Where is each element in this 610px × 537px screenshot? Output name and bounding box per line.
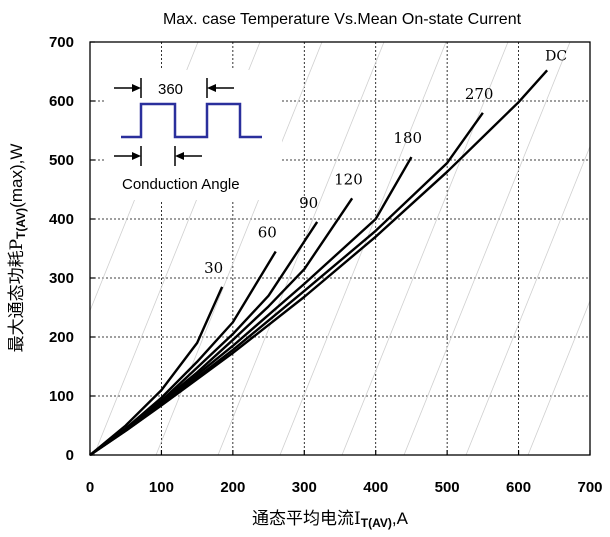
y-tick-label: 200 <box>49 329 74 346</box>
series-line-90 <box>89 221 319 456</box>
chart-title: Max. case Temperature Vs.Mean On-state C… <box>163 11 522 28</box>
y-tick-label: 300 <box>49 270 74 287</box>
x-axis-ticks: 0 100 200 300 400 500 600 700 <box>86 450 603 496</box>
series-lines <box>89 69 549 456</box>
series-line-30 <box>89 286 224 456</box>
inset-box <box>104 70 282 200</box>
x-tick-label: 700 <box>577 479 602 496</box>
x-tick-label: 600 <box>506 479 531 496</box>
y-tick-label: 600 <box>49 93 74 110</box>
diagonal-line <box>403 42 571 455</box>
y-axis-label: 最大通态功耗PT(AV)(max),W <box>7 144 28 353</box>
x-tick-label: 400 <box>363 479 388 496</box>
period-label: 360 <box>158 81 183 98</box>
series-line-60 <box>89 250 277 456</box>
series-line-180 <box>89 156 413 456</box>
diagonal-line <box>465 145 590 455</box>
series-label-120: 120 <box>334 170 363 188</box>
x-tick-label: 500 <box>435 479 460 496</box>
y-tick-label: 400 <box>49 211 74 228</box>
x-axis-label: 通态平均电流IT(AV),A <box>252 509 409 530</box>
series-label-60: 60 <box>258 223 277 241</box>
series-label-90: 90 <box>299 194 318 212</box>
diagonal-line <box>527 299 590 455</box>
grid <box>90 42 590 455</box>
y-tick-label: 500 <box>49 152 74 169</box>
y-axis-ticks: 0 100 200 300 400 500 600 700 <box>49 34 95 464</box>
y-tick-label: 700 <box>49 34 74 51</box>
y-tick-label: 100 <box>49 388 74 405</box>
diagonal-line <box>589 453 590 455</box>
series-labels: 30 60 90 120 180 270 DC <box>204 48 567 277</box>
series-label-270: 270 <box>465 85 494 103</box>
y-tick-label: 0 <box>66 447 74 464</box>
plot-area-border <box>89 41 591 456</box>
inset-waveform <box>114 78 262 166</box>
x-tick-label: 100 <box>149 479 174 496</box>
series-line-DC <box>89 69 549 456</box>
x-tick-label: 200 <box>220 479 245 496</box>
series-label-DC: DC <box>545 48 567 64</box>
x-tick-label: 300 <box>292 479 317 496</box>
series-label-180: 180 <box>393 129 422 147</box>
series-line-120 <box>89 197 354 456</box>
conduction-angle-label: Conduction Angle <box>122 176 240 193</box>
series-label-30: 30 <box>204 259 223 277</box>
diagonal-line <box>341 42 509 455</box>
x-tick-label: 0 <box>86 479 94 496</box>
